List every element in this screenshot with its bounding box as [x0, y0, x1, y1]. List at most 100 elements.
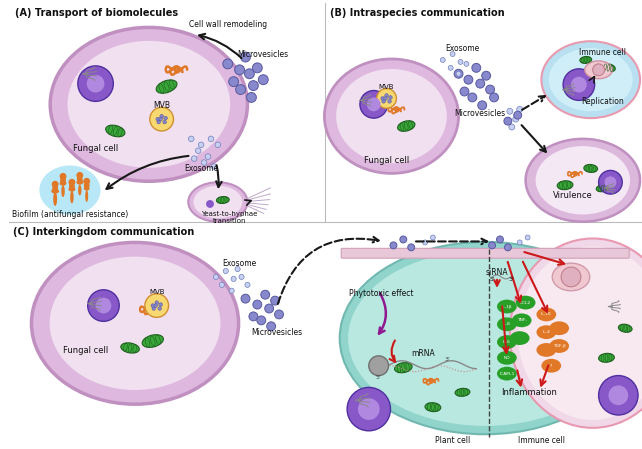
Ellipse shape — [425, 403, 441, 412]
Circle shape — [448, 66, 453, 70]
Ellipse shape — [602, 64, 615, 72]
Circle shape — [454, 69, 463, 78]
Text: siRNA: siRNA — [486, 268, 508, 277]
Ellipse shape — [188, 182, 247, 222]
Circle shape — [88, 290, 119, 321]
Circle shape — [69, 183, 75, 189]
Ellipse shape — [50, 27, 247, 181]
Ellipse shape — [535, 146, 630, 215]
Text: ICAM-1: ICAM-1 — [499, 372, 514, 376]
Ellipse shape — [497, 351, 517, 365]
Text: Microvesicles: Microvesicles — [252, 328, 302, 337]
Circle shape — [505, 244, 511, 251]
Circle shape — [593, 64, 605, 76]
Ellipse shape — [348, 250, 622, 426]
Circle shape — [245, 282, 250, 287]
Circle shape — [257, 316, 266, 325]
Text: Phytotoxic effect: Phytotoxic effect — [349, 289, 414, 298]
Circle shape — [189, 136, 194, 141]
Ellipse shape — [70, 191, 74, 203]
Circle shape — [52, 181, 58, 188]
Circle shape — [60, 177, 66, 183]
Ellipse shape — [541, 359, 561, 373]
Ellipse shape — [537, 308, 556, 321]
Circle shape — [360, 91, 388, 118]
Text: Exosome: Exosome — [184, 164, 218, 173]
Circle shape — [152, 307, 155, 310]
Circle shape — [384, 97, 387, 100]
Circle shape — [507, 108, 513, 114]
Ellipse shape — [598, 353, 614, 362]
Text: IL-4: IL-4 — [542, 330, 550, 334]
Circle shape — [513, 116, 519, 122]
Circle shape — [69, 179, 75, 186]
Circle shape — [464, 62, 469, 66]
Circle shape — [164, 116, 168, 120]
Circle shape — [258, 75, 268, 84]
Ellipse shape — [596, 185, 609, 192]
Circle shape — [388, 96, 392, 99]
Circle shape — [347, 387, 390, 431]
Text: Exosome: Exosome — [446, 44, 480, 53]
Circle shape — [598, 375, 638, 415]
Circle shape — [400, 236, 407, 243]
Text: Biofilm (antifungal resistance): Biofilm (antifungal resistance) — [12, 210, 128, 219]
Ellipse shape — [550, 321, 569, 335]
Circle shape — [198, 142, 204, 148]
Text: MVB: MVB — [153, 101, 170, 110]
Circle shape — [476, 79, 485, 88]
Circle shape — [472, 63, 481, 72]
Circle shape — [605, 176, 616, 188]
Circle shape — [220, 282, 225, 287]
Circle shape — [76, 172, 83, 179]
Circle shape — [514, 111, 522, 119]
Ellipse shape — [580, 57, 592, 63]
Circle shape — [490, 93, 498, 102]
Ellipse shape — [193, 186, 242, 218]
Circle shape — [275, 310, 284, 319]
Circle shape — [496, 236, 503, 243]
Text: 5': 5' — [376, 375, 381, 380]
Circle shape — [206, 200, 214, 208]
Circle shape — [145, 294, 169, 317]
Text: (B) Intraspecies communication: (B) Intraspecies communication — [331, 8, 505, 18]
Circle shape — [154, 304, 157, 307]
Text: Replication: Replication — [581, 97, 624, 106]
Text: Inflammation: Inflammation — [501, 388, 557, 397]
Ellipse shape — [85, 190, 88, 202]
Text: Immune cell: Immune cell — [579, 48, 626, 57]
Circle shape — [561, 267, 581, 287]
Circle shape — [261, 290, 270, 299]
Circle shape — [229, 77, 239, 87]
Circle shape — [223, 59, 232, 69]
Circle shape — [83, 182, 90, 188]
Text: TGF-β: TGF-β — [553, 344, 566, 348]
Circle shape — [440, 57, 446, 62]
Text: Microvesicles: Microvesicles — [455, 109, 506, 118]
Circle shape — [159, 303, 162, 306]
Circle shape — [241, 52, 250, 62]
Circle shape — [517, 106, 523, 112]
Circle shape — [223, 269, 229, 273]
Ellipse shape — [53, 192, 57, 206]
Circle shape — [390, 242, 397, 249]
Circle shape — [202, 160, 207, 165]
Circle shape — [52, 185, 58, 191]
Ellipse shape — [76, 180, 83, 185]
Circle shape — [265, 304, 273, 313]
Ellipse shape — [106, 125, 125, 137]
Circle shape — [160, 114, 164, 118]
Circle shape — [96, 298, 111, 313]
Ellipse shape — [517, 247, 642, 420]
Text: Immune cell: Immune cell — [518, 436, 565, 445]
Ellipse shape — [49, 256, 220, 390]
Circle shape — [191, 156, 197, 161]
Ellipse shape — [497, 367, 517, 380]
Circle shape — [369, 356, 388, 375]
Ellipse shape — [216, 197, 229, 203]
Ellipse shape — [31, 242, 239, 404]
Circle shape — [430, 235, 435, 240]
Circle shape — [450, 52, 455, 57]
Circle shape — [229, 288, 234, 293]
Circle shape — [358, 398, 379, 420]
